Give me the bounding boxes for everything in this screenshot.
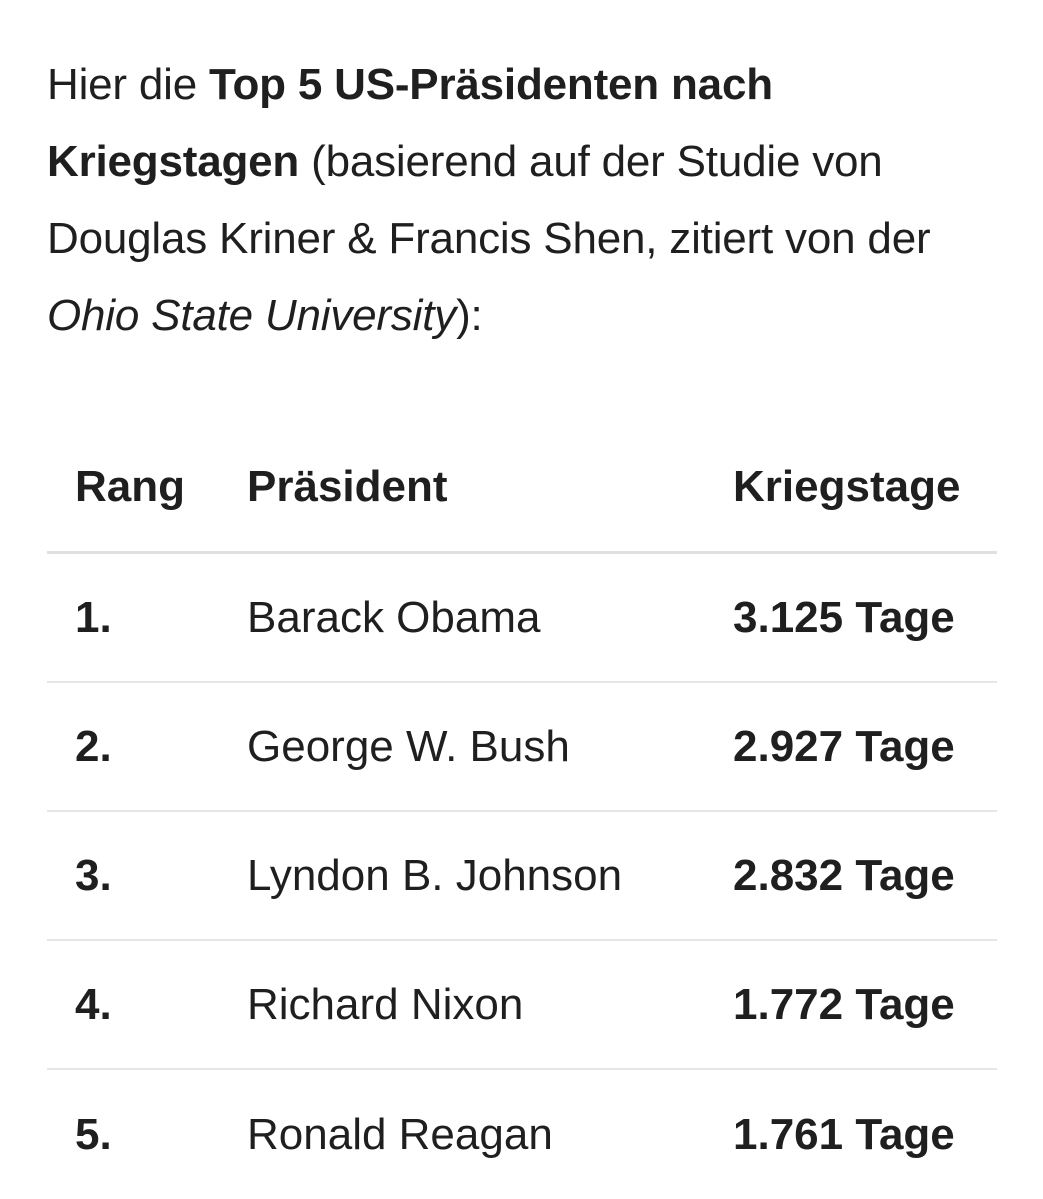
- president-cell: Barack Obama: [247, 592, 541, 642]
- days-cell: 2.832 Tage: [733, 850, 955, 900]
- header-rank: Rang: [75, 462, 185, 511]
- days-cell: 1.761 Tage: [733, 1109, 955, 1159]
- intro-prefix: Hier die: [47, 60, 210, 109]
- table-row: 5. Ronald Reagan 1.761 Tage: [47, 1070, 997, 1199]
- intro-suffix: ):: [456, 291, 483, 340]
- president-cell: Lyndon B. Johnson: [247, 850, 623, 900]
- days-cell: 1.772 Tage: [733, 979, 955, 1029]
- intro-bold-title: Top 5 US-Präsidenten nach Kriegstagen: [47, 60, 773, 186]
- days-cell: 3.125 Tage: [733, 592, 955, 642]
- table-row: 4. Richard Nixon 1.772 Tage: [47, 941, 997, 1070]
- president-cell: Richard Nixon: [247, 979, 524, 1029]
- president-cell: George W. Bush: [247, 721, 570, 771]
- intro-paragraph: Hier die Top 5 US-Präsidenten nach Krieg…: [47, 46, 1007, 354]
- table-header-row: Rang Präsident Kriegstage: [47, 423, 997, 554]
- presidents-table: Rang Präsident Kriegstage 1. Barack Obam…: [47, 423, 997, 1199]
- rank-cell: 1.: [75, 592, 112, 642]
- rank-cell: 4.: [75, 979, 112, 1029]
- header-days: Kriegstage: [733, 462, 961, 511]
- table-row: 2. George W. Bush 2.927 Tage: [47, 683, 997, 812]
- intro-source-italic: Ohio State University: [47, 291, 457, 340]
- president-cell: Ronald Reagan: [247, 1109, 553, 1159]
- intro-middle: (basierend auf der Studie von Douglas Kr…: [47, 137, 931, 263]
- table-row: 3. Lyndon B. Johnson 2.832 Tage: [47, 812, 997, 941]
- header-president: Präsident: [247, 462, 448, 511]
- table-row: 1. Barack Obama 3.125 Tage: [47, 554, 997, 683]
- rank-cell: 3.: [75, 850, 112, 900]
- rank-cell: 5.: [75, 1109, 112, 1159]
- rank-cell: 2.: [75, 721, 112, 771]
- days-cell: 2.927 Tage: [733, 721, 955, 771]
